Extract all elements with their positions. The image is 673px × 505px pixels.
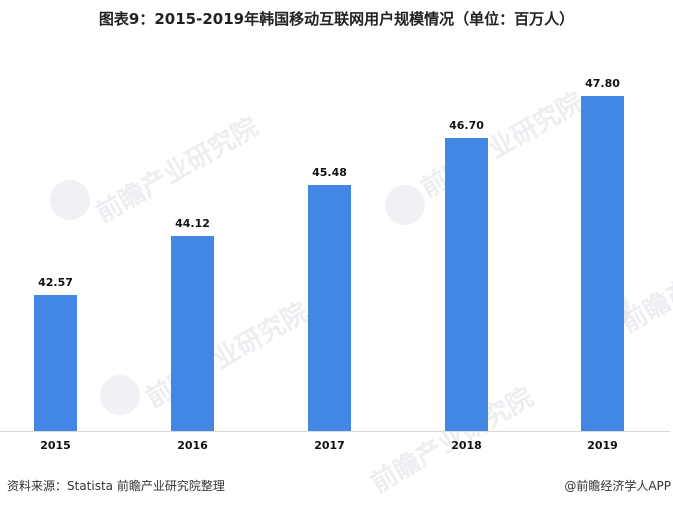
x-tick-label: 2016 bbox=[177, 439, 208, 452]
source-note: 资料来源：Statista 前瞻产业研究院整理 bbox=[7, 479, 225, 493]
x-tick-label: 2018 bbox=[451, 439, 482, 452]
bar-2019 bbox=[581, 96, 624, 431]
chart-title: 图表9：2015-2019年韩国移动互联网用户规模情况（单位：百万人） bbox=[98, 10, 575, 28]
watermark-logo-icon bbox=[50, 180, 90, 220]
x-tick-label: 2017 bbox=[314, 439, 345, 452]
bar-2018 bbox=[445, 138, 488, 431]
bar-2017 bbox=[308, 185, 351, 431]
x-tick-label: 2019 bbox=[587, 439, 618, 452]
x-axis-line bbox=[0, 431, 670, 432]
data-label: 44.12 bbox=[175, 217, 210, 230]
data-label: 45.48 bbox=[312, 166, 347, 179]
bar-2016 bbox=[171, 236, 214, 431]
watermark-text: 前瞻产业研究院 bbox=[90, 112, 264, 230]
x-tick-label: 2015 bbox=[40, 439, 71, 452]
data-label: 46.70 bbox=[449, 119, 484, 132]
brand-credit: @前瞻经济学人APP bbox=[564, 479, 671, 493]
watermark-text: 前瞻产业研究院 bbox=[140, 297, 314, 415]
watermark-text: 前瞻产业研究院 bbox=[415, 87, 589, 205]
watermark-logo-icon bbox=[385, 185, 425, 225]
data-label: 42.57 bbox=[38, 276, 73, 289]
watermark-logo-icon bbox=[100, 375, 140, 415]
data-label: 47.80 bbox=[585, 77, 620, 90]
bar-2015 bbox=[34, 295, 77, 431]
